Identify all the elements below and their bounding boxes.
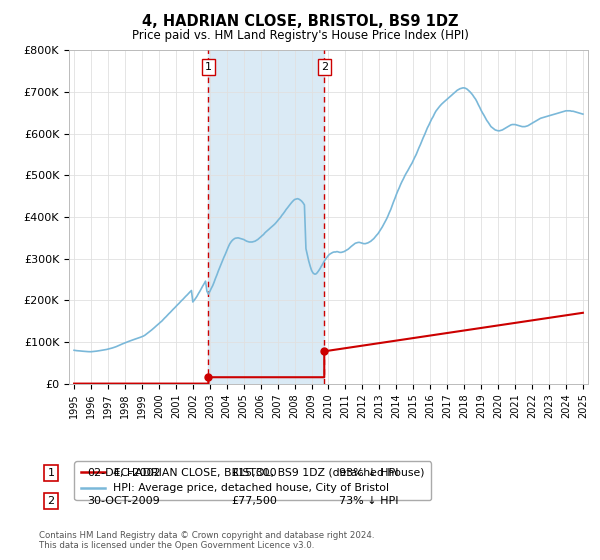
Text: 1: 1 bbox=[205, 62, 212, 72]
Legend: 4, HADRIAN CLOSE, BRISTOL, BS9 1DZ (detached house), HPI: Average price, detache: 4, HADRIAN CLOSE, BRISTOL, BS9 1DZ (deta… bbox=[74, 461, 431, 500]
Text: 30-OCT-2009: 30-OCT-2009 bbox=[87, 496, 160, 506]
Text: Contains HM Land Registry data © Crown copyright and database right 2024.
This d: Contains HM Land Registry data © Crown c… bbox=[39, 531, 374, 550]
Text: £77,500: £77,500 bbox=[231, 496, 277, 506]
Bar bbox=[208, 50, 324, 384]
Text: 73% ↓ HPI: 73% ↓ HPI bbox=[339, 496, 398, 506]
Text: 1: 1 bbox=[47, 468, 55, 478]
Text: 93% ↓ HPI: 93% ↓ HPI bbox=[339, 468, 398, 478]
Text: 2: 2 bbox=[47, 496, 55, 506]
Text: 4, HADRIAN CLOSE, BRISTOL, BS9 1DZ: 4, HADRIAN CLOSE, BRISTOL, BS9 1DZ bbox=[142, 14, 458, 29]
Text: Price paid vs. HM Land Registry's House Price Index (HPI): Price paid vs. HM Land Registry's House … bbox=[131, 29, 469, 42]
Text: £15,300: £15,300 bbox=[231, 468, 277, 478]
Text: 02-DEC-2002: 02-DEC-2002 bbox=[87, 468, 161, 478]
Text: 2: 2 bbox=[320, 62, 328, 72]
